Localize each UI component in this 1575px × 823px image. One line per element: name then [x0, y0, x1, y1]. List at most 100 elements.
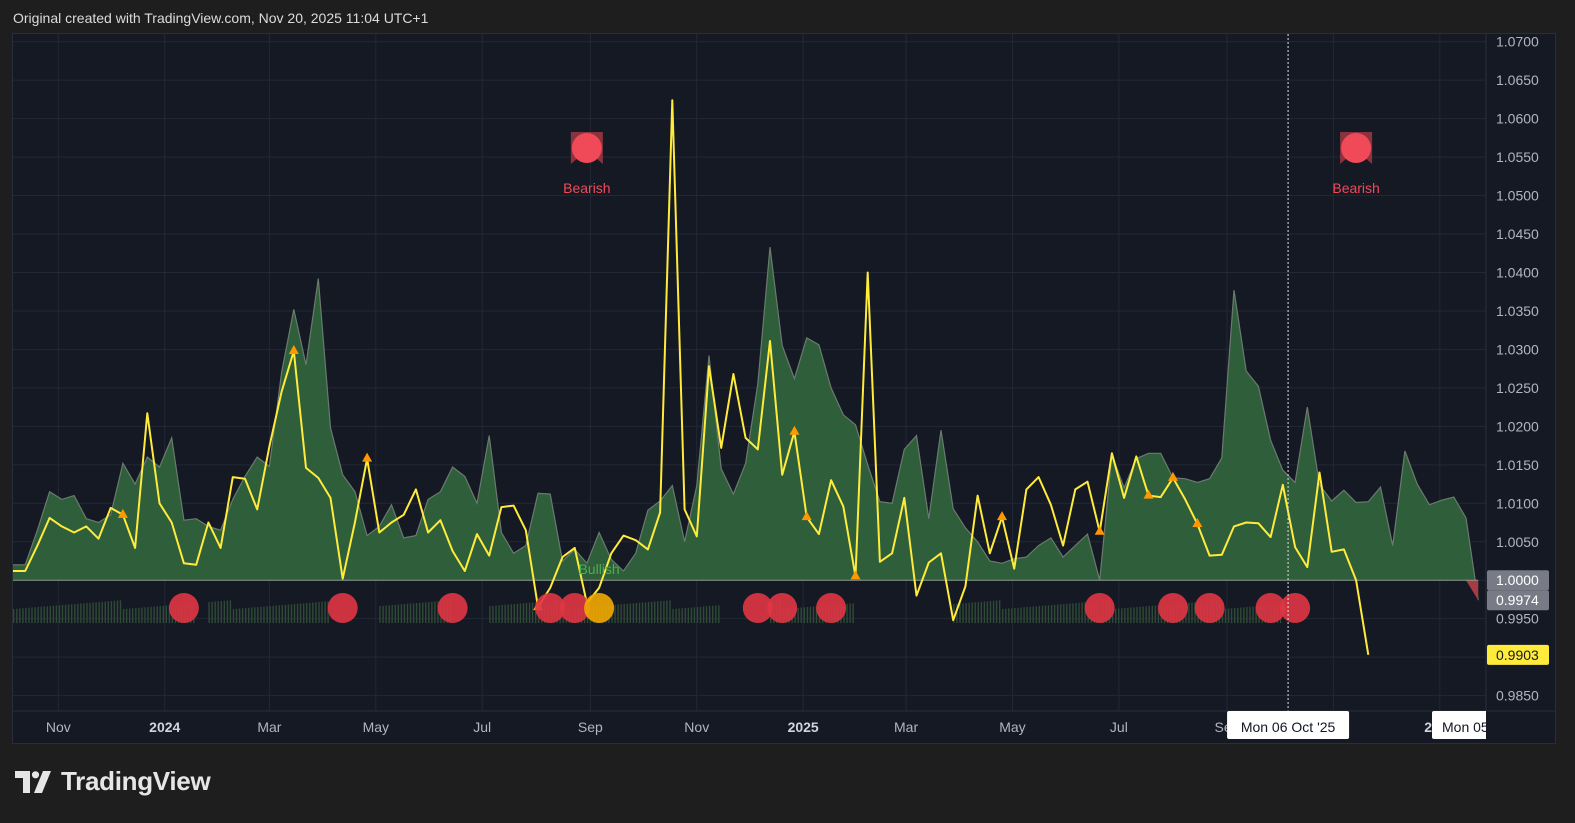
bullish-label: Bullish: [578, 561, 619, 577]
tradingview-logo[interactable]: TradingView: [15, 766, 211, 797]
histogram-bar: [504, 604, 506, 624]
histogram-bar: [257, 607, 259, 623]
bearish-event-circle: [1084, 593, 1115, 623]
histogram-bar: [507, 604, 509, 623]
tradingview-logo-icon: [15, 770, 51, 793]
area-series-fill: [13, 247, 1479, 601]
histogram-bar: [101, 601, 103, 624]
histogram-bar: [1002, 609, 1004, 623]
histogram-bar: [681, 608, 683, 624]
histogram-bar: [1005, 608, 1007, 624]
histogram-bar: [803, 607, 805, 624]
price-label-bg: [1487, 570, 1549, 591]
histogram-bar: [953, 604, 955, 623]
time-tick-label: Mar: [894, 719, 918, 735]
histogram-bar: [1011, 608, 1013, 624]
histogram-bar: [147, 607, 149, 623]
histogram-bar: [71, 604, 73, 624]
bearish-event-circle: [1194, 593, 1225, 623]
last-price-label: 0.9903: [1487, 644, 1549, 665]
histogram-bar: [281, 605, 283, 623]
histogram-bar: [684, 608, 686, 623]
histogram-bar: [385, 605, 387, 623]
histogram-bar: [672, 609, 674, 623]
time-tick-label: May: [363, 719, 389, 735]
histogram-bar: [327, 601, 329, 624]
histogram-bar: [1063, 604, 1065, 623]
histogram-bar: [797, 607, 799, 624]
histogram-bar: [312, 602, 314, 623]
histogram-bar: [632, 603, 635, 624]
histogram-bar: [165, 605, 167, 623]
histogram-bar: [1227, 608, 1230, 623]
histogram-bar: [1035, 606, 1037, 624]
histogram-bar: [974, 602, 976, 624]
price-level-label: 1.0000: [1487, 570, 1549, 591]
histogram-bar: [284, 604, 287, 624]
price-level-label: 0.9974: [1487, 590, 1549, 611]
histogram-bar: [122, 609, 125, 623]
histogram-bar: [1014, 608, 1016, 623]
bearish-event-circle: [1280, 593, 1311, 623]
histogram-bar: [400, 604, 403, 624]
histogram-bar: [1136, 607, 1138, 623]
signal-triangle-up: [1192, 518, 1203, 528]
histogram-bar: [999, 600, 1001, 624]
histogram-bar: [37, 607, 39, 623]
histogram-bar: [660, 601, 662, 623]
histogram-bar: [1084, 602, 1086, 624]
price-tick-label: 1.0450: [1496, 226, 1539, 242]
histogram-bar: [971, 602, 973, 623]
chart-source-caption: Original created with TradingView.com, N…: [13, 10, 429, 26]
histogram-bar: [132, 608, 134, 624]
histogram-bar: [1060, 604, 1062, 624]
histogram-bar: [129, 608, 131, 623]
crosshair-time-label: Mon 06 Oct '25: [1227, 711, 1350, 739]
histogram-bar: [513, 604, 515, 623]
histogram-bar: [1066, 603, 1068, 624]
histogram-bar: [419, 602, 421, 624]
histogram-bar: [693, 607, 696, 624]
histogram-bar: [34, 607, 36, 624]
histogram-bar: [1072, 603, 1074, 624]
histogram-bar: [1157, 605, 1160, 624]
histogram-bar: [92, 602, 94, 623]
price-label-text: 0.9974: [1496, 592, 1539, 608]
price-tick-label: 1.0100: [1496, 495, 1539, 511]
time-tick-label: Mar: [257, 719, 281, 735]
histogram-bar: [678, 608, 680, 623]
histogram-bar: [657, 601, 659, 624]
histogram-bar: [98, 602, 100, 623]
histogram-bar: [64, 604, 67, 624]
signal-triangle-up: [850, 570, 861, 580]
histogram-bar: [702, 606, 705, 623]
bearish-event-circle: [1158, 593, 1188, 623]
histogram-bar: [86, 603, 88, 623]
histogram-bar: [296, 603, 299, 624]
histogram-bar: [516, 603, 519, 624]
histogram-bar: [669, 600, 671, 624]
time-tick-label: 2025: [788, 719, 819, 735]
histogram-bar: [1154, 605, 1156, 623]
histogram-bar: [492, 605, 494, 624]
price-tick-label: 1.0650: [1496, 72, 1539, 88]
histogram-bar: [1047, 605, 1050, 624]
histogram-bar: [806, 607, 809, 623]
signal-triangle-up: [362, 452, 373, 462]
price-tick-label: 1.0700: [1496, 34, 1539, 50]
histogram-bar: [245, 608, 247, 623]
histogram-bar: [959, 603, 961, 623]
histogram-bar: [800, 607, 802, 623]
area-negative-segment: [1465, 580, 1479, 601]
signal-triangle-up: [288, 344, 299, 354]
histogram-bar: [40, 606, 42, 624]
price-tick-label: 1.0400: [1496, 264, 1539, 280]
histogram-bar: [315, 602, 317, 624]
histogram-bar: [663, 600, 665, 624]
histogram-bar: [528, 602, 531, 624]
histogram-bar: [275, 605, 277, 623]
histogram-bar: [110, 601, 113, 623]
histogram-bar: [159, 606, 161, 623]
histogram-bar: [519, 603, 522, 623]
